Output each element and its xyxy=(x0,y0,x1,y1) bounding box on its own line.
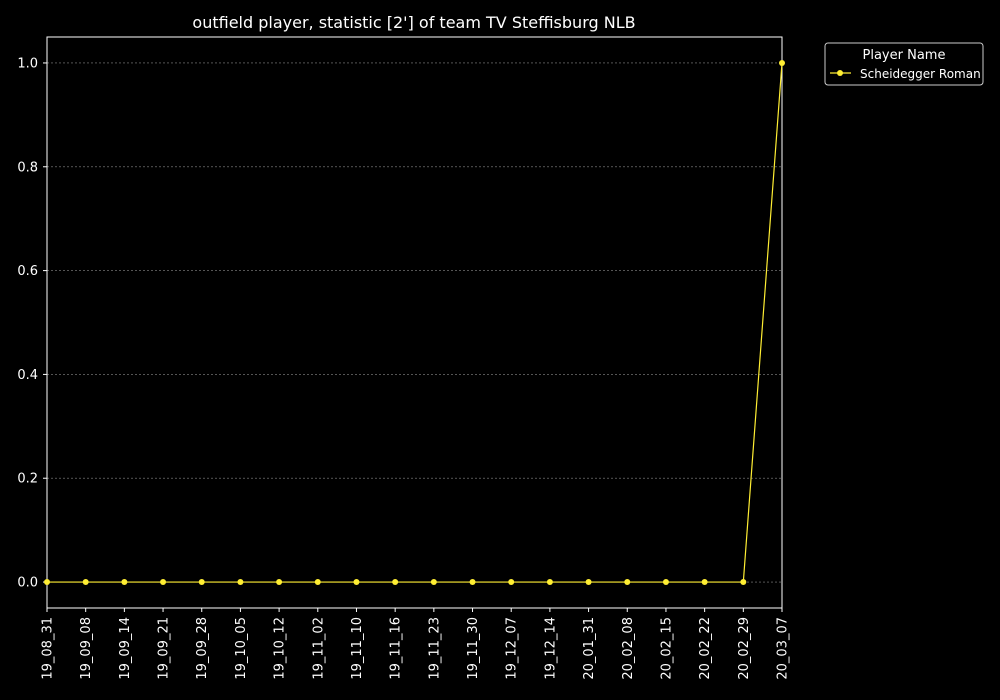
data-point xyxy=(779,59,785,66)
data-point xyxy=(44,579,50,586)
data-point xyxy=(624,579,631,586)
data-point xyxy=(430,579,437,586)
x-tick-label: 19_11_02 xyxy=(311,617,326,680)
data-point xyxy=(662,579,669,586)
data-point xyxy=(314,579,321,586)
x-tick-label: 20_02_22 xyxy=(698,617,713,680)
chart-title: outfield player, statistic [2'] of team … xyxy=(192,13,635,32)
x-tick-label: 19_09_14 xyxy=(118,617,133,680)
y-tick-label: 0.8 xyxy=(17,160,38,175)
x-tick-label: 20_02_08 xyxy=(621,617,636,680)
series-line xyxy=(47,62,783,583)
x-tick-label: 19_10_12 xyxy=(273,617,288,680)
data-point xyxy=(121,579,128,586)
data-point xyxy=(469,579,476,586)
x-tick-label: 19_11_16 xyxy=(389,617,404,680)
x-tick-label: 19_08_31 xyxy=(41,617,56,680)
x-tick-label: 20_02_29 xyxy=(737,617,752,680)
data-point xyxy=(392,579,399,586)
data-point xyxy=(546,579,553,586)
x-tick-label: 19_09_28 xyxy=(195,617,210,680)
y-tick-label: 0.6 xyxy=(17,264,38,279)
grid-layer xyxy=(47,62,782,583)
x-tick-label: 19_11_30 xyxy=(466,617,481,680)
data-point xyxy=(585,579,592,586)
plot-frame xyxy=(46,36,783,609)
x-tick-label: 19_11_10 xyxy=(350,617,365,680)
legend-marker-swatch xyxy=(837,70,843,76)
x-tick-label: 19_12_14 xyxy=(543,617,558,680)
x-tick-label: 20_01_31 xyxy=(582,617,597,680)
data-point xyxy=(508,579,515,586)
data-point xyxy=(237,579,244,586)
x-tick-label: 19_09_08 xyxy=(79,617,94,680)
x-tick-label: 19_10_05 xyxy=(234,617,249,680)
x-tick-label: 19_09_21 xyxy=(157,617,172,680)
data-point xyxy=(740,579,747,586)
x-tick-label: 20_03_07 xyxy=(776,617,791,680)
legend-title: Player Name xyxy=(863,48,946,63)
series-layer xyxy=(44,59,785,586)
axes-layer: 0.0 0.2 0.4 0.6 0.8 1.0 19_08_31 19_09_08 19_09_… xyxy=(17,36,791,680)
x-tick-label: 19_12_07 xyxy=(505,617,520,680)
data-point xyxy=(701,579,708,586)
legend: Player Name Scheidegger Roman xyxy=(824,42,984,86)
data-point xyxy=(276,579,283,586)
legend-box xyxy=(824,42,984,86)
data-point xyxy=(160,579,167,586)
y-tick-label: 0.0 xyxy=(17,576,38,591)
y-tick-label: 0.2 xyxy=(17,472,38,487)
data-point xyxy=(198,579,205,586)
y-tick-label: 1.0 xyxy=(17,56,38,71)
legend-entry-label: Scheidegger Roman xyxy=(860,67,981,81)
y-tick-label: 0.4 xyxy=(17,368,38,383)
data-point xyxy=(82,579,89,586)
x-tick-label: 19_11_23 xyxy=(427,617,442,680)
data-point xyxy=(353,579,360,586)
x-tick-label: 20_02_15 xyxy=(659,617,674,680)
